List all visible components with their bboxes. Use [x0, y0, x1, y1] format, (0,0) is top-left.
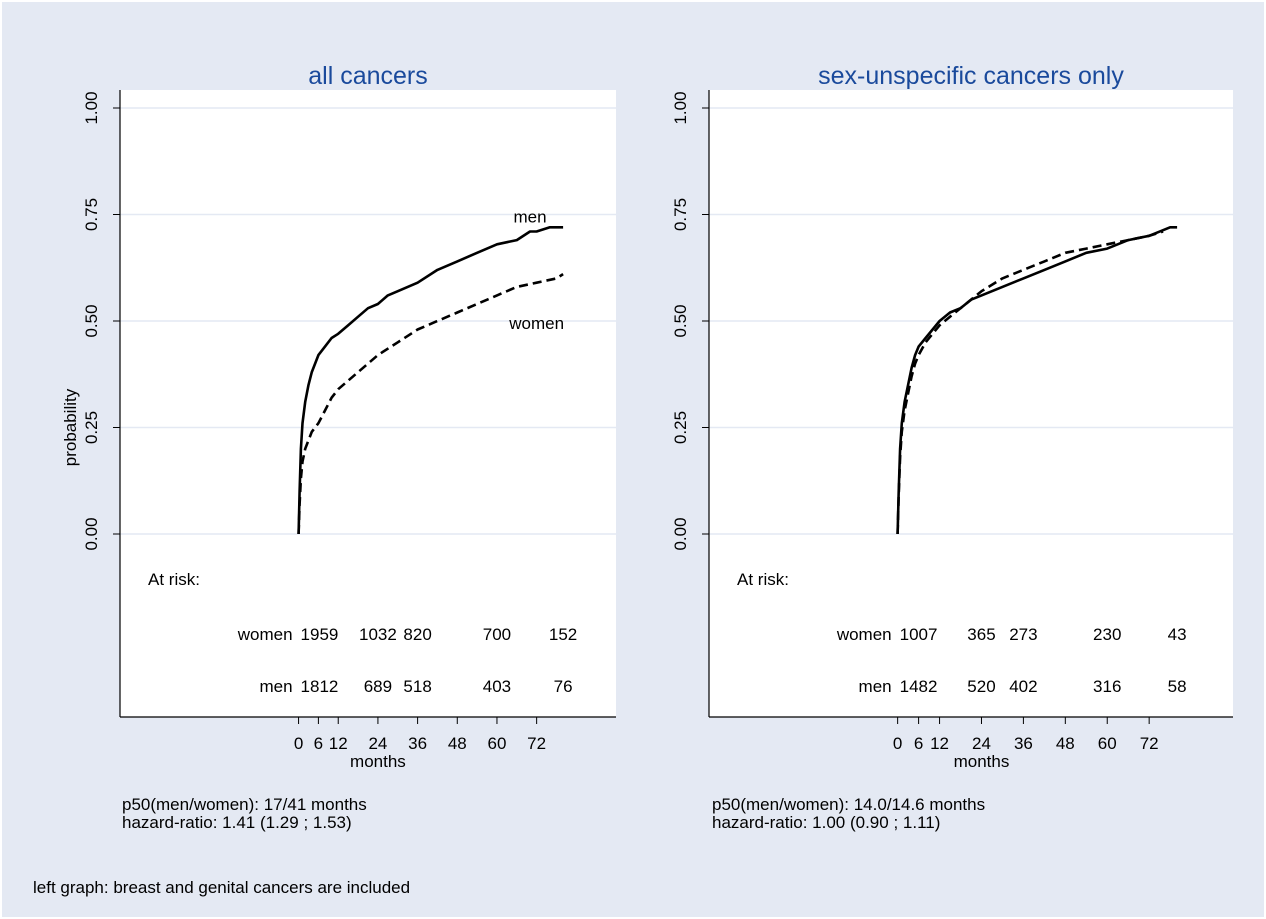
at-risk-group-label: women [836, 625, 892, 644]
y-tick-label: 0.75 [671, 198, 690, 231]
at-risk-group-label: women [237, 625, 293, 644]
plot-area [709, 90, 1233, 717]
at-risk-count: 700 [483, 625, 511, 644]
at-risk-count: 518 [403, 677, 431, 696]
y-axis-label: probability [61, 388, 80, 466]
x-tick-label: 6 [914, 734, 923, 753]
x-tick-label: 60 [487, 734, 506, 753]
x-axis-label: months [954, 752, 1010, 771]
x-tick-label: 12 [329, 734, 348, 753]
at-risk-count: 689 [364, 677, 392, 696]
x-tick-label: 24 [972, 734, 991, 753]
y-tick-label: 1.00 [671, 91, 690, 124]
x-tick-label: 36 [408, 734, 427, 753]
at-risk-count: 43 [1168, 625, 1187, 644]
at-risk-count: 1812 [301, 677, 339, 696]
hazard-ratio-sex-unspecific: hazard-ratio: 1.00 (0.90 ; 1.11) [712, 813, 941, 832]
footnote: left graph: breast and genital cancers a… [33, 878, 411, 897]
y-tick-label: 0.00 [671, 517, 690, 550]
at-risk-count: 230 [1093, 625, 1121, 644]
at-risk-count: 1032 [359, 625, 397, 644]
at-risk-count: 316 [1093, 677, 1121, 696]
at-risk-count: 152 [549, 625, 577, 644]
at-risk-title: At risk: [148, 570, 200, 589]
y-tick-label: 0.50 [82, 304, 101, 337]
y-tick-label: 0.00 [82, 517, 101, 550]
at-risk-title: At risk: [737, 570, 789, 589]
y-tick-label: 0.50 [671, 304, 690, 337]
series-line-men [297, 226, 564, 535]
x-tick-label: 48 [448, 734, 467, 753]
x-tick-label: 0 [893, 734, 902, 753]
p50-stat-all-cancers: p50(men/women): 17/41 months [122, 795, 367, 814]
x-tick-label: 48 [1056, 734, 1075, 753]
hazard-ratio-all-cancers: hazard-ratio: 1.41 (1.29 ; 1.53) [122, 813, 352, 832]
x-tick-label: 60 [1098, 734, 1117, 753]
x-tick-label: 0 [294, 734, 303, 753]
at-risk-count: 1007 [900, 625, 938, 644]
at-risk-count: 58 [1168, 677, 1187, 696]
series-line-women [297, 273, 564, 535]
chart-sex-unspecific: 0.00 0.25 0.50 0.75 1.00 0 6 12 24 36 48 60 72 sex-un… [671, 62, 1233, 771]
p50-stat-sex-unspecific: p50(men/women): 14.0/14.6 months [712, 795, 986, 814]
series-annotation: men [513, 208, 546, 227]
chart-title: sex-unspecific cancers only [818, 62, 1124, 90]
at-risk-count: 273 [1009, 625, 1037, 644]
series-annotation: women [508, 314, 564, 333]
x-tick-label: 72 [527, 734, 546, 753]
x-tick-label: 24 [368, 734, 387, 753]
chart-all-cancers: 0.00 0.25 0.50 0.75 1.00 0 6 12 24 36 48 60 72 all ca… [61, 62, 616, 771]
at-risk-count: 403 [483, 677, 511, 696]
at-risk-count: 365 [967, 625, 995, 644]
at-risk-count: 1482 [900, 677, 938, 696]
at-risk-count: 76 [554, 677, 573, 696]
x-tick-label: 36 [1014, 734, 1033, 753]
at-risk-count: 402 [1009, 677, 1037, 696]
y-tick-label: 1.00 [82, 91, 101, 124]
plot-area [120, 90, 616, 717]
x-axis-label: months [350, 752, 406, 771]
y-tick-label: 0.75 [82, 198, 101, 231]
chart-title: all cancers [308, 62, 428, 90]
series-line-men [896, 226, 1178, 535]
x-tick-label: 72 [1140, 734, 1159, 753]
y-tick-label: 0.25 [671, 411, 690, 444]
x-tick-label: 12 [930, 734, 949, 753]
series-line-women [896, 230, 1164, 535]
at-risk-count: 1959 [301, 625, 339, 644]
x-tick-label: 6 [314, 734, 323, 753]
y-tick-label: 0.25 [82, 411, 101, 444]
at-risk-count: 520 [967, 677, 995, 696]
at-risk-count: 820 [403, 625, 431, 644]
at-risk-group-label: men [259, 677, 292, 696]
at-risk-group-label: men [859, 677, 892, 696]
